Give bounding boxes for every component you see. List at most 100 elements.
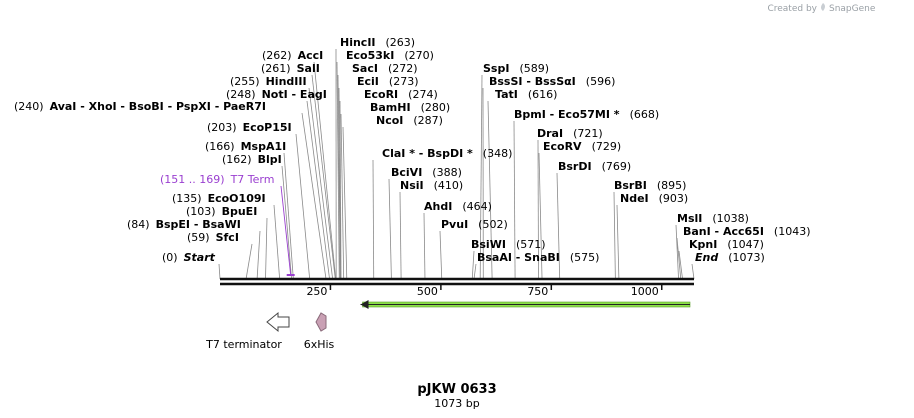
site-leader-line bbox=[487, 100, 493, 280]
restriction-site-label[interactable]: MslI (1038) bbox=[677, 212, 749, 225]
site-enzyme: AhdI bbox=[424, 200, 452, 213]
restriction-site-label[interactable]: (255) HindIII bbox=[230, 75, 307, 88]
restriction-site-label[interactable]: End (1073) bbox=[695, 251, 765, 264]
restriction-site-label[interactable]: SspI (589) bbox=[483, 62, 549, 75]
site-leader-line bbox=[678, 250, 683, 280]
restriction-site-label[interactable]: (103) BpuEI bbox=[186, 205, 257, 218]
site-position: (255) bbox=[230, 75, 260, 88]
feature-6xhis[interactable]: 6xHis bbox=[304, 312, 335, 351]
site-enzyme: EcoP15I bbox=[243, 121, 292, 134]
site-enzyme: SalI bbox=[297, 62, 320, 75]
site-position: (348) bbox=[483, 147, 513, 160]
site-position: (273) bbox=[389, 75, 419, 88]
site-position: (502) bbox=[478, 218, 508, 231]
site-leader-line bbox=[471, 250, 475, 280]
site-enzyme: BsrBI bbox=[614, 179, 647, 192]
restriction-site-label[interactable]: DraI (721) bbox=[537, 127, 603, 140]
site-position: (263) bbox=[386, 36, 416, 49]
restriction-site-label[interactable]: (84) BspEI - BsaWI bbox=[127, 218, 241, 231]
restriction-site-label[interactable]: (135) EcoO109I bbox=[172, 192, 266, 205]
restriction-site-label[interactable]: BsrBI (895) bbox=[614, 179, 686, 192]
restriction-site-label[interactable]: BciVI (388) bbox=[391, 166, 462, 179]
restriction-site-label[interactable]: PvuI (502) bbox=[441, 218, 508, 231]
restriction-site-label[interactable]: (240) AvaI - XhoI - BsoBI - PspXI - PaeR7… bbox=[14, 100, 266, 113]
feature-t7-terminator[interactable]: T7 terminator bbox=[205, 311, 290, 351]
t7-terminator-arrow-icon bbox=[266, 311, 290, 333]
restriction-site-label[interactable]: (203) EcoP15I bbox=[207, 121, 292, 134]
restriction-site-label[interactable]: BsrDI (769) bbox=[558, 160, 631, 173]
restriction-site-label[interactable]: (262) AccI bbox=[262, 49, 323, 62]
restriction-site-label[interactable]: HincII (263) bbox=[340, 36, 415, 49]
restriction-site-label[interactable]: (0) Start bbox=[162, 251, 216, 264]
site-enzyme: BpuEI bbox=[222, 205, 258, 218]
restriction-site-label[interactable]: BsaAI - SnaBI (575) bbox=[477, 251, 599, 264]
site-enzyme: BpmI - Eco57MI * bbox=[514, 108, 620, 121]
site-enzyme: BamHI bbox=[370, 101, 411, 114]
site-leader-line bbox=[473, 263, 477, 280]
restriction-site-label[interactable]: (162) BlpI bbox=[222, 153, 282, 166]
restriction-site-label[interactable]: EcoRV (729) bbox=[543, 140, 621, 153]
site-enzyme: BsiWI bbox=[471, 238, 506, 251]
site-enzyme: HincII bbox=[340, 36, 376, 49]
site-enzyme: BsrDI bbox=[558, 160, 592, 173]
snapgene-logo-icon bbox=[821, 3, 825, 11]
restriction-site-label[interactable]: EcoRI (274) bbox=[364, 88, 438, 101]
restriction-site-label[interactable]: NcoI (287) bbox=[376, 114, 443, 127]
site-leader-line bbox=[283, 152, 294, 280]
site-position: (135) bbox=[172, 192, 202, 205]
site-position: (274) bbox=[408, 88, 438, 101]
site-enzyme: BspEI - BsaWI bbox=[156, 218, 241, 231]
restriction-site-label[interactable]: (248) NotI - EagI bbox=[226, 88, 327, 101]
site-enzyme: ClaI * - BspDI * bbox=[382, 147, 473, 160]
restriction-site-label[interactable]: TatI (616) bbox=[495, 88, 557, 101]
t7-term-label[interactable]: (151 .. 169) T7 Term bbox=[160, 173, 274, 186]
site-leader-line bbox=[338, 87, 341, 280]
restriction-site-label[interactable]: (261) SalI bbox=[261, 62, 320, 75]
site-position: (166) bbox=[205, 140, 235, 153]
restriction-site-label[interactable]: (59) SfcI bbox=[187, 231, 239, 244]
site-position: (280) bbox=[421, 101, 451, 114]
site-position: (270) bbox=[404, 49, 434, 62]
site-position: (589) bbox=[519, 62, 549, 75]
restriction-site-label[interactable]: BpmI - Eco57MI * (668) bbox=[514, 108, 659, 121]
orf-arrow[interactable] bbox=[360, 300, 691, 309]
site-position: (162) bbox=[222, 153, 252, 166]
restriction-site-label[interactable]: ClaI * - BspDI * (348) bbox=[382, 147, 512, 160]
restriction-site-label[interactable]: (166) MspA1I bbox=[205, 140, 286, 153]
t7-term-leader-line bbox=[280, 185, 292, 276]
site-position: (84) bbox=[127, 218, 150, 231]
site-enzyme: TatI bbox=[495, 88, 518, 101]
site-leader-line bbox=[218, 263, 221, 280]
site-leader-line bbox=[245, 243, 253, 280]
restriction-site-label[interactable]: AhdI (464) bbox=[424, 200, 492, 213]
site-enzyme: NcoI bbox=[376, 114, 403, 127]
restriction-site-label[interactable]: NdeI (903) bbox=[620, 192, 688, 205]
site-enzyme: SspI bbox=[483, 62, 509, 75]
plasmid-name: pJKW 0633 bbox=[417, 382, 496, 397]
site-position: (571) bbox=[516, 238, 546, 251]
site-enzyme: End bbox=[695, 251, 718, 264]
restriction-site-label[interactable]: Eco53kI (270) bbox=[346, 49, 434, 62]
site-leader-line bbox=[613, 191, 616, 280]
restriction-site-label[interactable]: KpnI (1047) bbox=[689, 238, 764, 251]
site-labels: (240) AvaI - XhoI - BsoBI - PspXI - PaeR7… bbox=[14, 36, 811, 264]
6xhis-arrow-icon bbox=[315, 312, 327, 332]
restriction-site-label[interactable]: BamHI (280) bbox=[370, 101, 450, 114]
restriction-site-label[interactable]: BsiWI (571) bbox=[471, 238, 546, 251]
site-enzyme: Eco53kI bbox=[346, 49, 394, 62]
restriction-site-label[interactable]: BanI - Acc65I (1043) bbox=[683, 225, 811, 238]
axis-tick-label: 1000 bbox=[631, 285, 659, 298]
site-leader-line bbox=[339, 100, 342, 280]
restriction-site-label[interactable]: NsiI (410) bbox=[400, 179, 463, 192]
restriction-site-label[interactable]: SacI (272) bbox=[352, 62, 418, 75]
site-leader-line bbox=[301, 112, 327, 280]
site-position: (575) bbox=[570, 251, 600, 264]
restriction-site-label[interactable]: EciI (273) bbox=[357, 75, 419, 88]
restriction-site-label[interactable]: BssSI - BssSαI (596) bbox=[489, 75, 615, 88]
site-position: (103) bbox=[186, 205, 216, 218]
axis-ticks: 250 500 750 1000 bbox=[306, 284, 663, 298]
site-enzyme: NdeI bbox=[620, 192, 649, 205]
site-leader-line bbox=[538, 152, 543, 280]
site-leader-line bbox=[306, 100, 330, 280]
